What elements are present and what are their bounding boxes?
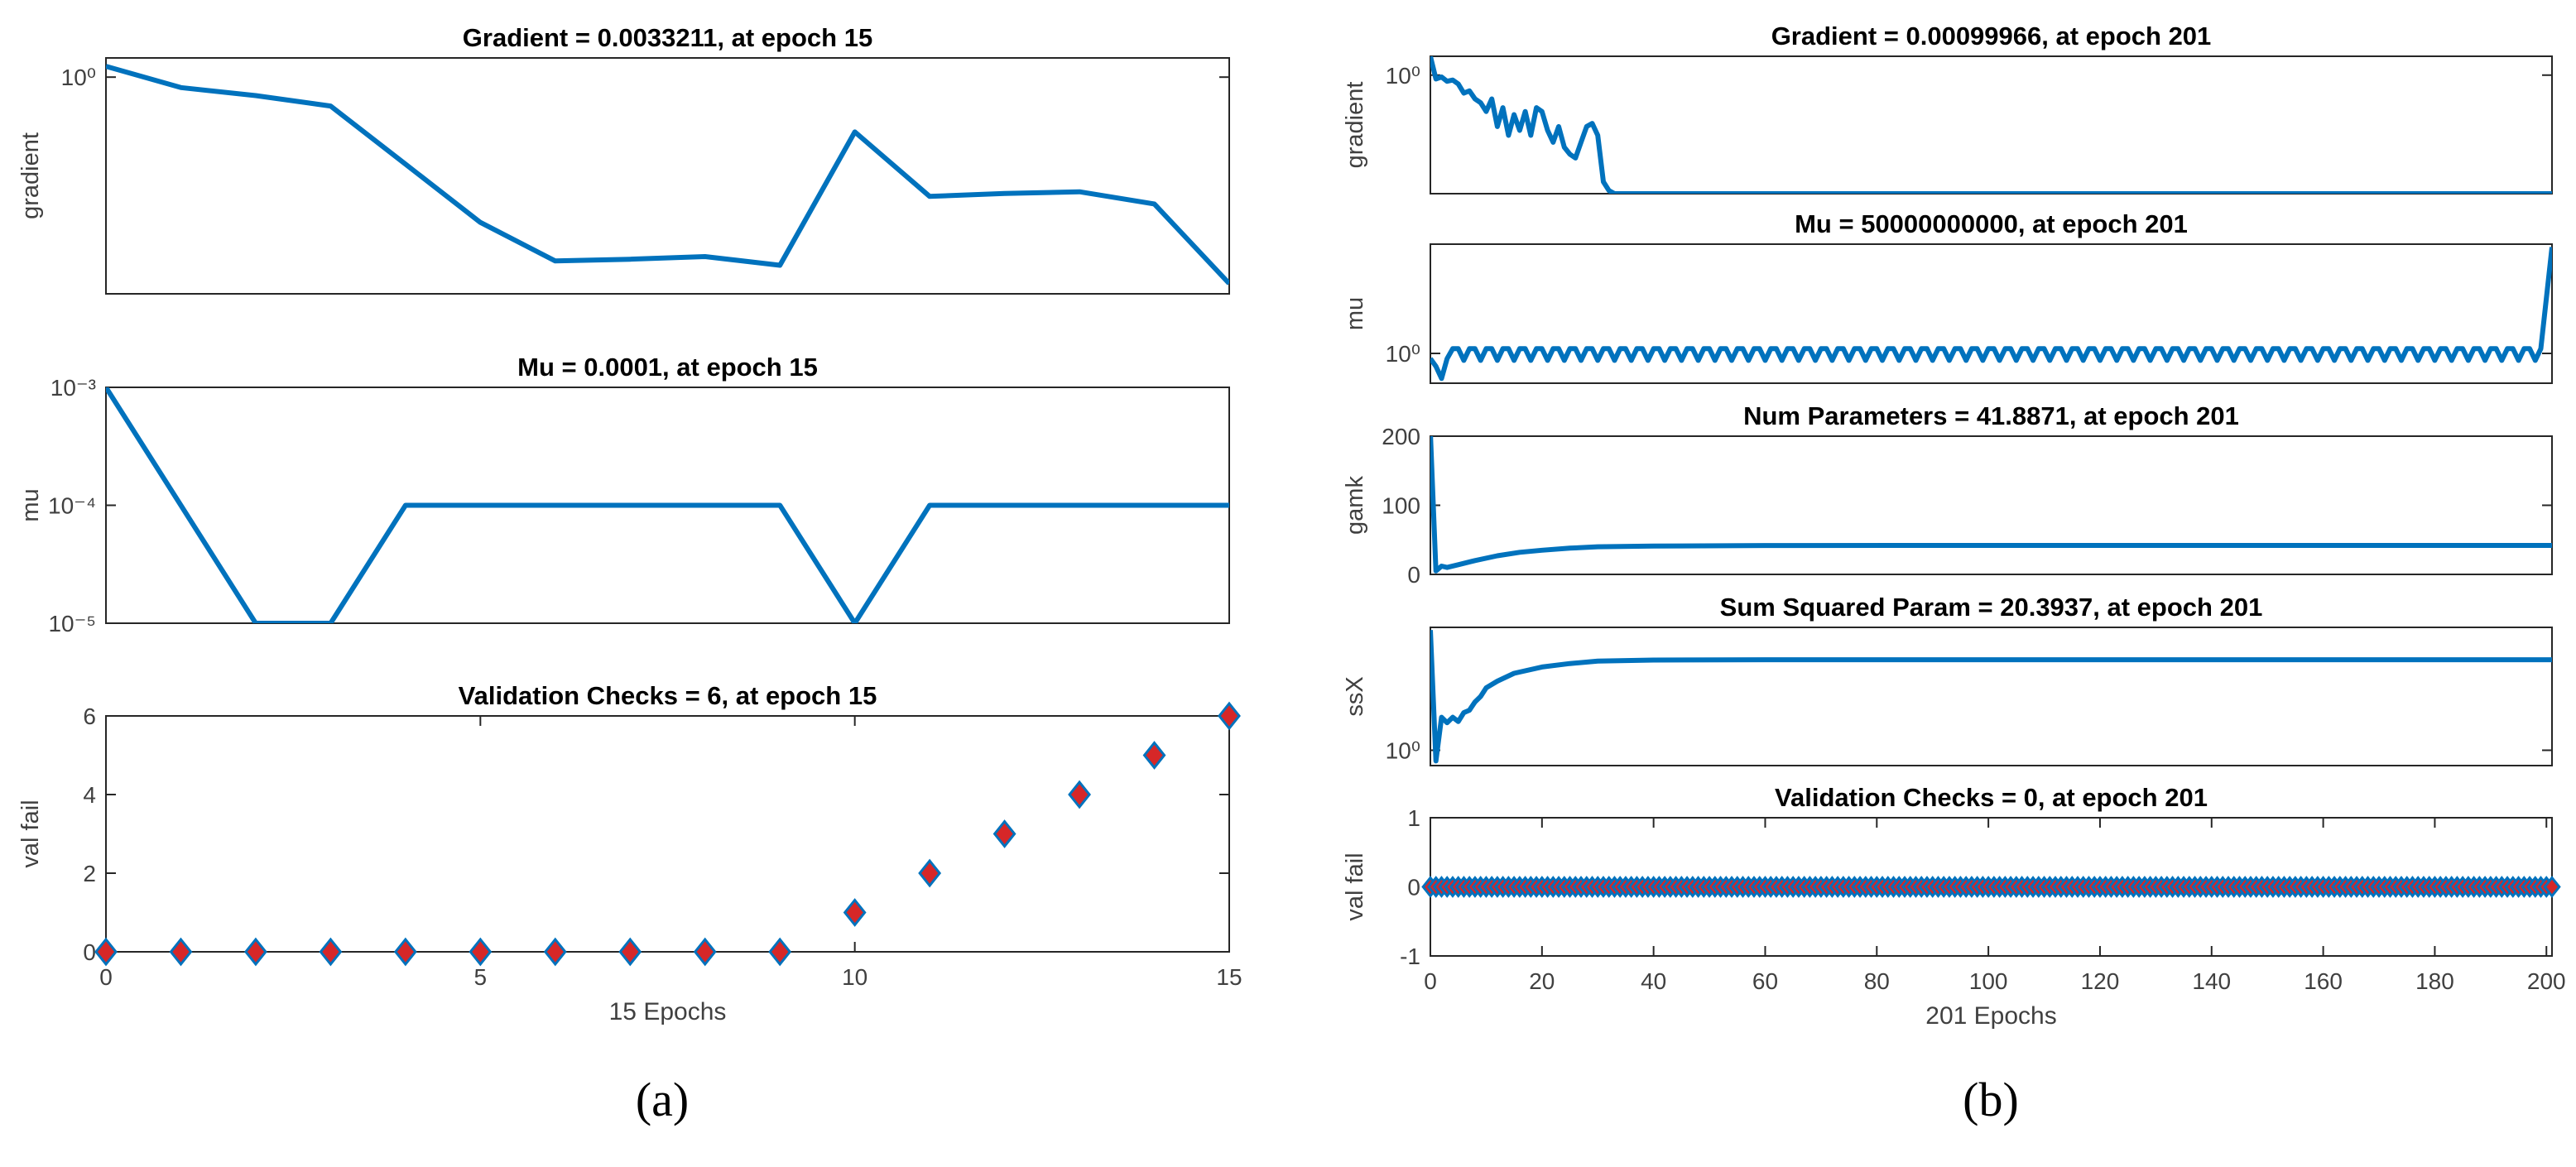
y-tick-label: 10⁰ — [61, 65, 96, 90]
x-tick-label: 140 — [2192, 968, 2231, 994]
y-tick-label: 10⁰ — [1386, 737, 1420, 763]
axes-box — [1430, 435, 2553, 575]
series-line — [106, 64, 1229, 286]
chart-title: Gradient = 0.00099966, at epoch 201 — [1771, 22, 2212, 50]
chart-title: Num Parameters = 41.8871, at epoch 201 — [1743, 401, 2239, 430]
data-point — [319, 937, 343, 967]
y-axis-label: val fail — [1342, 852, 1368, 920]
y-tick-label: 0 — [1407, 875, 1420, 900]
axes-box — [105, 57, 1230, 295]
data-point — [94, 937, 118, 967]
data-point — [1218, 701, 1241, 731]
subfigure-label-a: (a) — [635, 1073, 690, 1126]
data-point — [2543, 876, 2561, 898]
x-tick-label: 5 — [474, 964, 488, 990]
x-tick-label: 200 — [2527, 968, 2566, 994]
x-tick-label: 60 — [1752, 968, 1778, 994]
axes-box — [105, 715, 1230, 953]
data-point — [618, 937, 642, 967]
y-tick-label: 2 — [83, 861, 96, 886]
chart-title: Gradient = 0.0033211, at epoch 15 — [463, 23, 872, 52]
x-tick-label: 100 — [1969, 968, 2008, 994]
marker-group — [94, 701, 1241, 967]
y-tick-label: -1 — [1400, 944, 1420, 969]
x-tick-label: 40 — [1641, 968, 1666, 994]
series-line — [106, 387, 1229, 623]
x-tick-label: 20 — [1529, 968, 1555, 994]
x-tick-label: 120 — [2081, 968, 2120, 994]
data-point — [1142, 741, 1166, 770]
x-axis-label: 15 Epochs — [609, 998, 727, 1025]
y-axis-label: mu — [1342, 297, 1368, 330]
plot-b3: Num Parameters = 41.8871, at epoch 201 ga… — [1342, 401, 2553, 588]
y-tick-label: 10⁻³ — [50, 375, 96, 401]
series-line — [1430, 247, 2552, 382]
y-axis-label: gamk — [1342, 476, 1368, 535]
y-axis-label: ssX — [1342, 676, 1368, 716]
y-tick-label: 200 — [1382, 424, 1420, 449]
data-point — [169, 937, 193, 967]
axes-box — [1430, 55, 2553, 194]
y-tick-label: 10⁻⁵ — [48, 611, 96, 636]
plot-b1: Gradient = 0.00099966, at epoch 201 gradi… — [1342, 22, 2553, 194]
chart-title: Validation Checks = 6, at epoch 15 — [459, 681, 877, 710]
x-tick-label: 0 — [99, 964, 113, 990]
chart-title: Validation Checks = 0, at epoch 201 — [1775, 783, 2208, 812]
series-line — [1430, 630, 2552, 764]
plot-a1: Gradient = 0.0033211, at epoch 15 gradien… — [17, 23, 1230, 295]
series-line — [1430, 56, 2552, 194]
y-tick-label: 10⁰ — [1386, 341, 1420, 367]
data-point — [918, 858, 942, 888]
chart-title: Sum Squared Param = 20.3937, at epoch 20… — [1720, 593, 2263, 622]
plot-b2: Mu = 50000000000, at epoch 201 mu 10⁰ — [1342, 209, 2553, 384]
plot-b4: Sum Squared Param = 20.3937, at epoch 20… — [1342, 593, 2553, 766]
data-point — [843, 898, 867, 927]
y-axis-label: val fail — [17, 800, 44, 867]
data-point — [244, 937, 267, 967]
plot-a3: Validation Checks = 6, at epoch 15 val fa… — [17, 681, 1242, 1025]
plot-b5: Validation Checks = 0, at epoch 201 val f… — [1342, 783, 2566, 1030]
y-tick-label: 1 — [1407, 805, 1420, 831]
plot-a2: Mu = 0.0001, at epoch 15 mu 10⁻³ 10⁻⁴ 10⁻⁵ — [17, 353, 1230, 636]
data-point — [543, 937, 567, 967]
subfigure-label-b: (b) — [1963, 1073, 2019, 1126]
axes-box — [1430, 627, 2553, 766]
x-tick-label: 180 — [2415, 968, 2454, 994]
y-tick-label: 100 — [1382, 493, 1420, 519]
y-axis-label: mu — [17, 488, 44, 521]
y-tick-label: 0 — [1407, 562, 1420, 588]
x-axis-label: 201 Epochs — [1925, 1002, 2056, 1030]
x-tick-label: 80 — [1864, 968, 1890, 994]
x-tick-label: 15 — [1216, 964, 1242, 990]
x-tick-label: 160 — [2304, 968, 2343, 994]
y-tick-label: 10⁰ — [1386, 63, 1420, 89]
chart-title: Mu = 0.0001, at epoch 15 — [517, 353, 818, 382]
y-axis-label: gradient — [1342, 82, 1368, 169]
series-line — [1430, 436, 2552, 574]
marker-group — [1421, 876, 2561, 898]
data-point — [768, 937, 792, 967]
x-tick-label: 10 — [842, 964, 867, 990]
data-point — [693, 937, 717, 967]
x-tick-label: 0 — [1424, 968, 1437, 994]
y-tick-label: 0 — [83, 939, 96, 965]
y-tick-label: 6 — [83, 704, 96, 729]
y-axis-label: gradient — [17, 132, 44, 219]
y-tick-label: 10⁻⁴ — [48, 493, 96, 519]
y-tick-label: 4 — [83, 782, 96, 808]
data-point — [469, 937, 493, 967]
data-point — [393, 937, 417, 967]
data-point — [992, 819, 1016, 848]
chart-title: Mu = 50000000000, at epoch 201 — [1795, 209, 2188, 238]
data-point — [1068, 780, 1091, 809]
